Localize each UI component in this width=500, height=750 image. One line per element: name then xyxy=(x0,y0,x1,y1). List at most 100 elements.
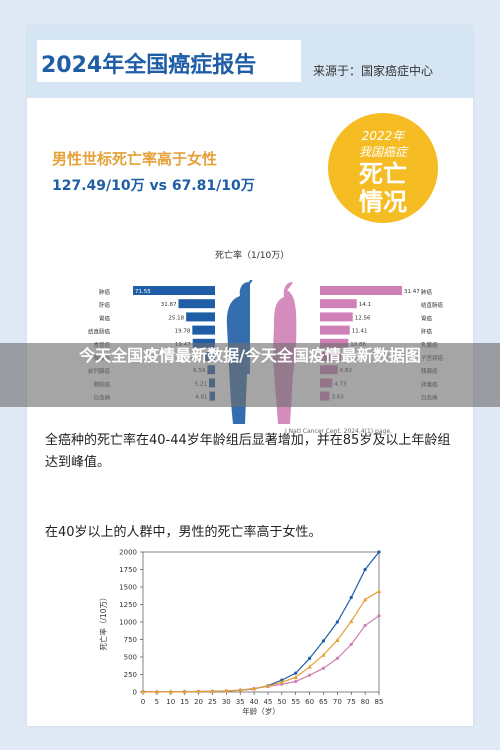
data-point xyxy=(307,673,312,677)
data-point xyxy=(294,679,298,684)
x-tick-label: 50 xyxy=(277,698,286,706)
paragraph-male-female: 在40岁以上的人群中，男性的死亡率高于女性。 xyxy=(45,525,322,540)
data-point xyxy=(376,589,382,593)
male-bar xyxy=(192,325,215,335)
male-value-label: 19.78 xyxy=(175,329,191,335)
data-point xyxy=(196,689,201,694)
y-tick-label: 1500 xyxy=(119,584,137,592)
data-point xyxy=(363,623,367,628)
x-tick-label: 60 xyxy=(305,698,314,706)
x-tick-label: 65 xyxy=(319,698,328,706)
male-category-label: 结直肠癌 xyxy=(88,328,111,336)
data-point xyxy=(362,597,368,602)
data-point xyxy=(182,689,187,694)
x-tick-label: 55 xyxy=(291,698,300,706)
line-chart: 0 250 500 750 1000 1250 1500 1750 2000 0 5 10 15 20 25… xyxy=(98,549,384,717)
data-point xyxy=(265,683,271,688)
data-point xyxy=(363,567,367,572)
male-value-label: 25.18 xyxy=(168,315,184,321)
x-tick-label: 20 xyxy=(194,698,203,706)
data-point xyxy=(237,687,243,692)
data-point xyxy=(335,656,339,660)
data-point xyxy=(224,688,229,693)
series-line xyxy=(142,551,380,693)
x-tick-label: 30 xyxy=(222,698,231,706)
x-tick-label: 80 xyxy=(361,698,370,706)
male-category-label: 肺癌 xyxy=(99,288,111,296)
bar-chart-title: 死亡率（1/10万） xyxy=(215,251,290,261)
overlay-title: 今天全国疫情最新数据/今天全国疫情最新数据图 xyxy=(79,346,421,365)
data-point xyxy=(377,550,381,554)
x-tick-label: 10 xyxy=(166,698,175,706)
data-point xyxy=(335,620,339,624)
data-point xyxy=(349,595,353,600)
x-tick-label: 75 xyxy=(347,698,356,706)
female-category-label: 结直肠癌 xyxy=(421,301,444,309)
data-point xyxy=(210,689,215,694)
headline-title: 男性世标死亡率高于女性 xyxy=(52,150,218,168)
male-bar xyxy=(186,312,215,322)
female-value-label: 31.47 xyxy=(404,289,420,295)
female-value-label: 12.56 xyxy=(355,315,371,321)
plot-frame xyxy=(142,551,380,693)
data-point xyxy=(321,639,326,643)
badge-word-situation: 情况 xyxy=(359,188,407,216)
data-point xyxy=(335,638,340,642)
data-point xyxy=(293,675,298,680)
male-category-label: 肝癌 xyxy=(99,301,111,309)
y-tick-label: 250 xyxy=(124,671,137,679)
female-bar xyxy=(320,299,357,309)
chart-citation: J Natl Cancer Cent. 2024.4(1) page. xyxy=(285,428,392,435)
x-tick-label: 25 xyxy=(208,698,217,706)
female-value-label: 11.41 xyxy=(352,329,368,335)
y-tick-label: 750 xyxy=(124,636,137,644)
male-bar xyxy=(133,286,215,295)
female-category-label: 胃癌 xyxy=(421,314,433,322)
title-box xyxy=(37,40,301,82)
series-line xyxy=(142,615,380,693)
data-point xyxy=(168,689,173,694)
male-value-label: 31.87 xyxy=(161,302,177,308)
data-point xyxy=(279,680,285,684)
data-point xyxy=(321,666,326,670)
data-point xyxy=(294,671,298,675)
data-point xyxy=(321,652,326,657)
y-tick-label: 500 xyxy=(124,654,137,662)
x-tick-label: 45 xyxy=(263,698,272,706)
female-bar xyxy=(320,286,402,295)
female-bar xyxy=(320,312,353,322)
female-bar xyxy=(320,325,350,335)
y-tick-label: 0 xyxy=(133,689,137,697)
data-point xyxy=(349,642,353,646)
x-tick-label: 85 xyxy=(375,698,384,706)
headline-stat: 127.49/10万 vs 67.81/10万 xyxy=(52,178,255,194)
x-axis-label: 年龄（岁） xyxy=(242,706,280,716)
data-point xyxy=(307,656,312,660)
data-point xyxy=(251,686,257,691)
male-category-label: 胃癌 xyxy=(99,314,111,322)
source-label: 来源于：国家癌症中心 xyxy=(313,64,434,78)
report-title: 2024年全国癌症报告 xyxy=(41,53,257,78)
y-tick-label: 1000 xyxy=(119,619,137,627)
data-point xyxy=(140,689,146,694)
x-tick-label: 0 xyxy=(141,698,145,706)
y-tick-label: 1250 xyxy=(119,601,137,609)
x-tick-label: 15 xyxy=(180,698,189,706)
series-line xyxy=(142,590,380,693)
y-tick-label: 1750 xyxy=(119,566,137,574)
y-tick-label: 2000 xyxy=(119,549,137,557)
badge-year: 2022年 xyxy=(361,129,405,143)
data-point xyxy=(377,614,381,618)
badge-subtitle: 我国癌症 xyxy=(358,145,407,159)
y-axis-label: 死亡率（/10万） xyxy=(98,593,108,650)
data-point xyxy=(349,619,354,624)
x-tick-label: 40 xyxy=(250,698,259,706)
data-point xyxy=(307,664,312,669)
female-category-label: 肺癌 xyxy=(421,288,433,296)
header-band: 2024年全国癌症报告 来源于：国家癌症中心 xyxy=(27,26,473,98)
paragraph-age-trend: 全癌种的死亡率在40-44岁年龄组后显著增加，并在85岁及以上年龄组达到峰值。 xyxy=(45,433,451,470)
watermark-overlay xyxy=(0,343,500,407)
data-point xyxy=(154,689,160,694)
male-bar xyxy=(178,299,215,309)
male-value-label: 71.55 xyxy=(135,289,151,295)
